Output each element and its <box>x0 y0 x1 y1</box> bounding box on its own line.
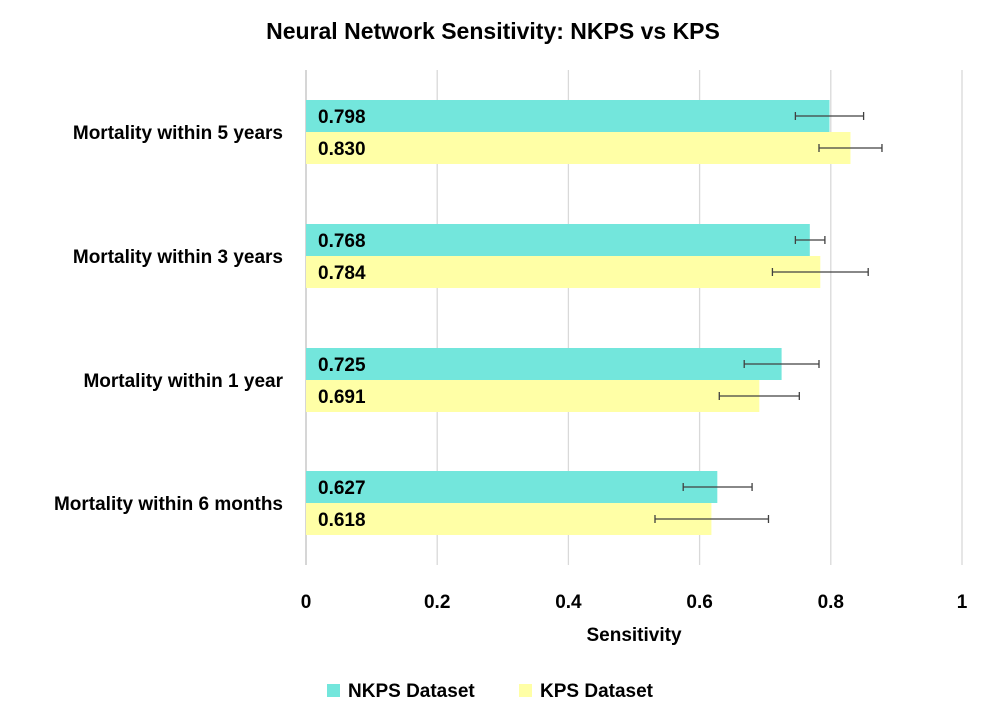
chart-title: Neural Network Sensitivity: NKPS vs KPS <box>266 18 720 44</box>
x-tick-label: 0.2 <box>424 592 450 613</box>
bar <box>306 471 718 503</box>
data-label: 0.830 <box>318 139 366 160</box>
data-label: 0.725 <box>318 355 366 376</box>
legend-label: KPS Dataset <box>540 681 654 702</box>
bar <box>306 132 851 164</box>
x-axis-title: Sensitivity <box>586 625 681 646</box>
data-label: 0.627 <box>318 478 366 499</box>
bar <box>306 503 712 535</box>
bar <box>306 380 760 412</box>
labels: 0 0.2 0.4 0.6 0.8 1 Mortality within 5 years Mo… <box>54 107 968 613</box>
legend-label: NKPS Dataset <box>348 681 475 702</box>
legend-swatch <box>519 684 532 697</box>
x-tick-label: 0 <box>301 592 312 613</box>
data-label: 0.784 <box>318 263 366 284</box>
bar <box>306 256 821 288</box>
x-tick-label: 0.8 <box>818 592 844 613</box>
x-tick-label: 0.4 <box>555 592 582 613</box>
x-tick-label: 0.6 <box>686 592 712 613</box>
category-label: Mortality within 1 year <box>83 371 283 392</box>
bar <box>306 348 782 380</box>
legend: NKPS Dataset KPS Dataset <box>327 681 654 702</box>
category-label: Mortality within 6 months <box>54 494 283 515</box>
category-label: Mortality within 5 years <box>73 123 283 144</box>
bars <box>306 100 883 535</box>
data-label: 0.798 <box>318 107 366 128</box>
bar <box>306 100 830 132</box>
bar <box>306 224 810 256</box>
legend-swatch <box>327 684 340 697</box>
data-label: 0.618 <box>318 510 366 531</box>
data-label: 0.768 <box>318 231 366 252</box>
data-label: 0.691 <box>318 387 366 408</box>
category-label: Mortality within 3 years <box>73 247 283 268</box>
x-tick-label: 1 <box>957 592 968 613</box>
